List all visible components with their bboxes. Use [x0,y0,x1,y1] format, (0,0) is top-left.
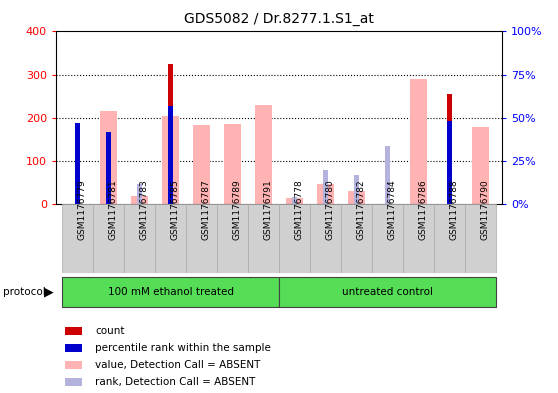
Bar [472,127,489,204]
Bar [224,124,241,204]
Bar [105,132,111,204]
Bar [155,204,186,273]
Bar [341,204,372,273]
Bar [279,204,310,273]
Text: GSM1176788: GSM1176788 [450,180,459,240]
Bar [410,79,427,204]
Bar [403,204,434,273]
Bar [372,204,403,273]
Bar [434,204,465,273]
Text: GSM1176783: GSM1176783 [140,180,148,240]
Bar [75,123,80,204]
Bar [348,191,365,204]
Bar [447,121,453,204]
Text: rank, Detection Call = ABSENT: rank, Detection Call = ABSENT [95,377,256,387]
Bar [75,124,80,204]
Bar [248,204,279,273]
Bar [286,198,303,204]
Text: GSM1176789: GSM1176789 [233,180,242,240]
Text: protocol: protocol [3,287,46,297]
Bar [354,175,359,204]
Text: percentile rank within the sample: percentile rank within the sample [95,343,271,353]
Text: GSM1176780: GSM1176780 [325,180,334,240]
Text: GSM1176781: GSM1176781 [108,180,118,240]
Text: GSM1176779: GSM1176779 [78,180,86,240]
Text: count: count [95,326,124,336]
Bar [193,125,210,204]
Text: GSM1176782: GSM1176782 [357,180,365,240]
Bar [186,204,217,273]
Bar [131,196,148,204]
Bar [292,197,297,204]
Text: GSM1176778: GSM1176778 [295,180,304,240]
Bar [100,112,117,204]
Bar [323,170,328,204]
Bar [65,361,82,369]
Bar [65,344,82,352]
Text: GSM1176790: GSM1176790 [480,180,489,240]
Text: value, Detection Call = ABSENT: value, Detection Call = ABSENT [95,360,261,370]
Bar [168,106,174,204]
Bar [447,94,453,204]
Text: GSM1176791: GSM1176791 [263,180,272,240]
Text: GDS5082 / Dr.8277.1.S1_at: GDS5082 / Dr.8277.1.S1_at [184,12,374,26]
Bar [62,204,93,273]
Bar [310,204,341,273]
Bar [317,184,334,204]
Bar [65,327,82,335]
Bar [384,145,390,204]
Bar [137,184,142,204]
Text: 100 mM ethanol treated: 100 mM ethanol treated [108,287,233,297]
Text: untreated control: untreated control [342,287,433,297]
Bar [168,64,174,204]
Bar [465,204,496,273]
Bar [255,105,272,204]
Text: GSM1176784: GSM1176784 [387,180,397,240]
Text: GSM1176785: GSM1176785 [171,180,180,240]
Text: ▶: ▶ [44,285,54,298]
Bar [279,277,496,307]
Text: GSM1176787: GSM1176787 [201,180,210,240]
Bar [65,378,82,386]
Bar [62,277,279,307]
Text: GSM1176786: GSM1176786 [418,180,427,240]
Bar [93,204,124,273]
Bar [217,204,248,273]
Bar [162,116,179,204]
Bar [124,204,155,273]
